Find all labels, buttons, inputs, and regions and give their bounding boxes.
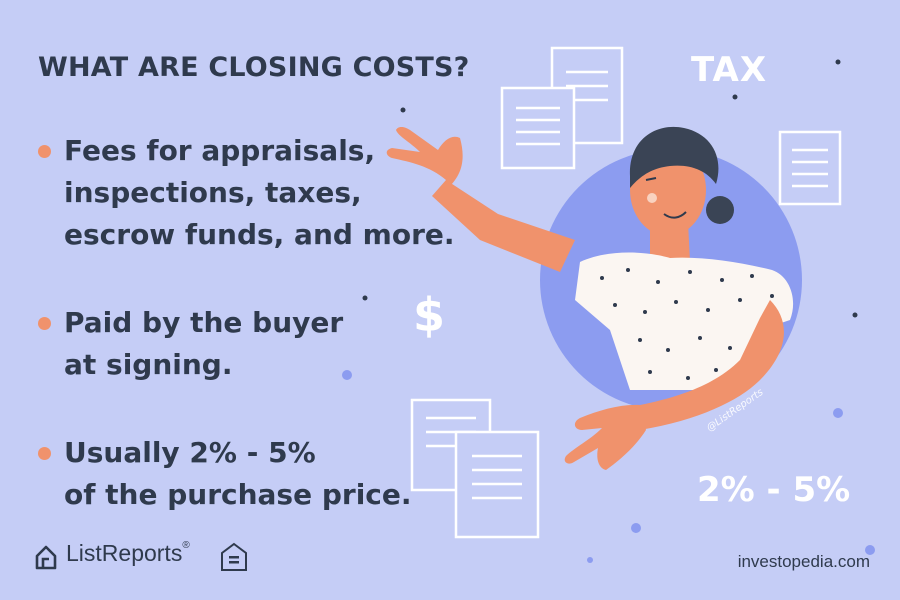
brand-name: ListReports® (66, 540, 190, 567)
bullet-dot (38, 447, 51, 460)
bullet-line: inspections, taxes, (64, 176, 362, 209)
decorative-blue-dots (342, 370, 875, 563)
woman-figure (386, 126, 794, 470)
bullet-line: of the purchase price. (64, 478, 412, 511)
bullet-text: Paid by the buyer at signing. (64, 302, 343, 386)
bullet-line: Paid by the buyer (64, 306, 344, 339)
bullet-line: escrow funds, and more. (64, 218, 455, 251)
registered-mark: ® (182, 540, 190, 551)
bullet-dot (38, 145, 51, 158)
listreports-logo-icon (35, 545, 57, 570)
decorative-dots (362, 59, 858, 508)
listreports-logo: ListReports® (34, 540, 190, 567)
tax-label: TAX (691, 50, 768, 90)
equal-housing-opportunity-icon (221, 542, 247, 571)
brand-text: ListReports (66, 540, 183, 566)
bullet-text: Usually 2% - 5% of the purchase price. (64, 432, 412, 516)
bullet-dot (38, 317, 51, 330)
bullet-text: Fees for appraisals, inspections, taxes,… (64, 130, 455, 256)
bullet-line: at signing. (64, 348, 233, 381)
bullet-line: Fees for appraisals, (64, 134, 376, 167)
dollar-sign-icon: $ (413, 288, 446, 342)
logo-spacer (34, 541, 60, 567)
bullet-line: Usually 2% - 5% (64, 436, 316, 469)
percent-range-label: 2% - 5% (697, 470, 851, 510)
site-url: investopedia.com (737, 552, 870, 571)
document-icon-right (778, 130, 842, 206)
page-title: WHAT ARE CLOSING COSTS? (38, 52, 470, 83)
document-icon-top-front (500, 86, 576, 170)
document-icon-bottom-front (454, 430, 540, 539)
